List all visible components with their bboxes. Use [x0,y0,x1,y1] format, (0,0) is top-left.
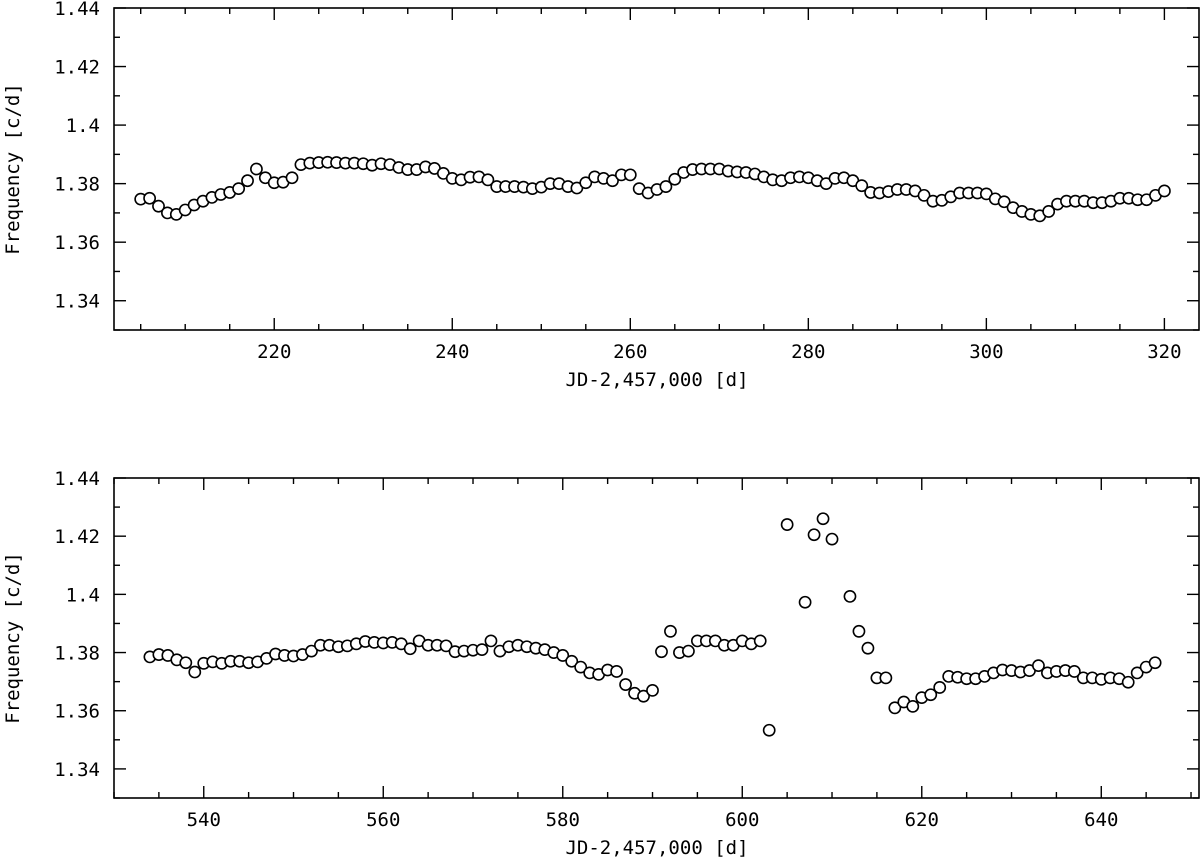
bottom-data-point [305,644,318,658]
top-data-point [579,176,593,190]
bottom-data-point [664,624,677,638]
top-y-tick-label: 1.4 [66,115,100,137]
top-panel: 220 240 260 280 300 320 1.341.361.381.41.421.… [2,0,1200,391]
bottom-data-point [906,699,920,713]
top-y-tick-label: 1.42 [54,57,100,79]
bottom-data-point [852,624,866,638]
bottom-data-point [484,634,498,648]
top-data-point [668,172,682,186]
top-data-point [152,199,165,213]
bottom-data-point [179,656,193,670]
bottom-data-point [637,689,650,703]
bottom-data-point [816,512,830,526]
bottom-data-point [475,643,489,657]
bottom-data-point [655,645,668,659]
bottom-data-point [825,532,839,546]
bottom-data-point [574,660,588,674]
top-data-point [285,171,299,185]
bottom-panel: 540 560 580 600 620 640 1.341.361.381.41.421.… [2,468,1200,859]
bottom-data-point [798,595,812,609]
top-data-point [232,182,246,196]
bottom-y-tick-label: 1.34 [54,759,100,781]
bottom-y-tick-label: 1.4 [66,584,100,606]
bottom-ticks [113,477,1199,799]
bottom-x-tick-label: 560 [366,809,400,831]
bottom-data-point [439,639,453,653]
top-y-tick-labels: 1.34 1.36 1.38 1.4 1.42 1.44 [54,0,100,313]
bottom-data-point [807,528,821,542]
bottom-data-point [843,590,857,603]
bottom-y-tick-label: 1.38 [54,643,100,665]
top-x-axis-label: JD-2,457,000 [d] [565,369,748,391]
bottom-data-point [646,683,659,697]
top-data-point [481,173,495,187]
top-data-point [606,174,619,188]
bottom-data-point [565,654,579,668]
top-x-tick-label: 300 [969,341,1003,363]
top-y-tick-label: 1.36 [54,232,100,254]
top-ticks [114,7,1199,331]
top-y-axis-label: Frequency [c/d] [2,83,24,255]
bottom-data-point [1067,665,1081,678]
bottom-y-tick-label: 1.36 [54,701,100,723]
bottom-data-point [1130,666,1144,680]
bottom-data-point [780,518,794,531]
bottom-data-point [861,641,875,655]
bottom-x-tick-label: 580 [546,809,580,831]
bottom-x-axis-label: JD-2,457,000 [d] [565,837,748,859]
top-x-tick-labels: 220 240 260 280 300 320 [257,341,1181,363]
bottom-y-axis-label: Frequency [c/d] [2,552,24,724]
top-x-tick-label: 220 [257,341,291,363]
top-data-point [1042,205,1056,218]
bottom-data-point [753,634,767,648]
top-x-tick-label: 280 [791,341,825,363]
top-plot-frame [113,7,1200,331]
bottom-data-point [1121,675,1135,689]
top-y-tick-label: 1.44 [54,0,100,20]
bottom-x-tick-label: 600 [725,809,759,831]
top-data-point [241,174,254,188]
top-data-point [855,179,869,193]
bottom-plot-frame [113,477,1200,799]
bottom-data-point [879,671,893,685]
top-data-point [250,162,263,176]
bottom-data-point [610,665,624,678]
top-x-tick-label: 240 [435,341,469,363]
top-data-point [623,168,637,182]
bottom-data-points [143,512,1162,737]
bottom-data-point [933,681,947,694]
top-data-point [659,180,673,193]
top-data-point [143,191,157,205]
bottom-data-point [682,644,695,658]
bottom-data-point [403,642,417,656]
top-data-points [134,155,1171,223]
top-x-tick-label: 320 [1147,341,1181,363]
bottom-x-tick-labels: 540 560 580 600 620 640 [187,809,1119,831]
bottom-x-tick-label: 640 [1084,809,1118,831]
top-x-tick-label: 260 [613,341,647,363]
bottom-data-point [888,701,902,715]
bottom-data-point [1148,656,1162,670]
bottom-x-tick-label: 620 [905,809,939,831]
bottom-y-tick-labels: 1.34 1.36 1.38 1.4 1.42 1.44 [54,468,100,781]
bottom-data-point [619,678,632,691]
bottom-data-point [188,665,202,679]
bottom-data-point [762,723,776,737]
bottom-data-point [924,688,938,702]
bottom-y-tick-label: 1.42 [54,526,100,548]
top-y-tick-label: 1.38 [54,174,100,196]
bottom-y-tick-label: 1.44 [54,468,100,490]
top-data-point [917,188,931,202]
bottom-x-tick-label: 540 [187,809,221,831]
top-y-tick-label: 1.34 [54,291,100,313]
top-data-point [1157,184,1171,198]
top-data-point [997,195,1011,209]
bottom-data-point [556,649,570,662]
bottom-data-point [1032,659,1045,673]
